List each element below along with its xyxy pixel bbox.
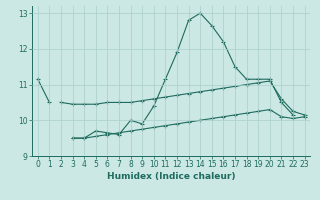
X-axis label: Humidex (Indice chaleur): Humidex (Indice chaleur) — [107, 172, 236, 181]
